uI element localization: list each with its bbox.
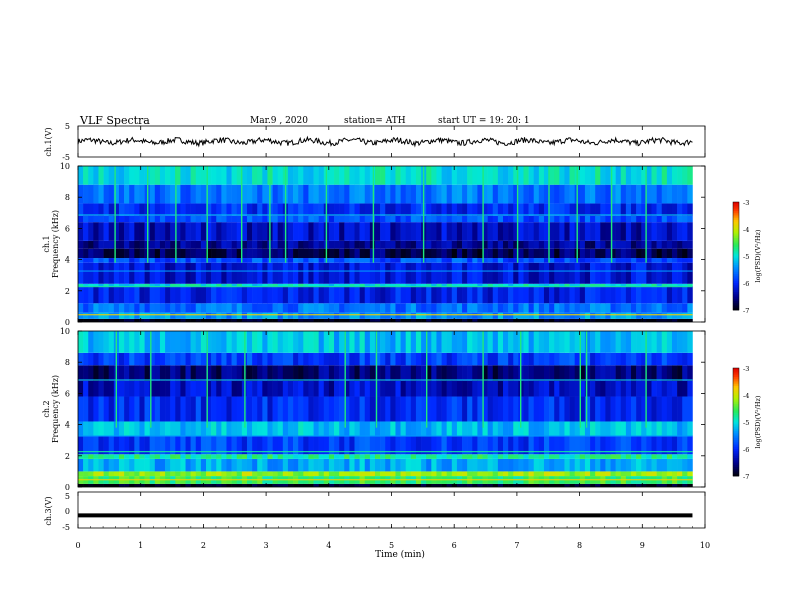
x-tick-label: 7 xyxy=(514,541,519,550)
spec1-ytick: 4 xyxy=(65,256,70,265)
cb1-tick: -7 xyxy=(743,307,749,315)
ch1-waveform-panel: 5 -5 ch.1(V) xyxy=(44,122,706,162)
spec1-ytick: 10 xyxy=(60,162,70,171)
x-tick-label: 8 xyxy=(577,541,582,550)
ch1-ytick-bottom: -5 xyxy=(62,153,70,162)
x-tick-label: 10 xyxy=(700,541,710,550)
cb2-label: log(PSD)(V²/Hz) xyxy=(754,395,762,448)
cb1-label: log(PSD)(V²/Hz) xyxy=(754,229,762,282)
x-tick-label: 2 xyxy=(201,541,206,550)
figure-title: VLF Spectra xyxy=(79,114,150,127)
cb1-tick: -3 xyxy=(743,199,749,207)
ch3-ytick-top: 5 xyxy=(65,492,70,501)
ch1-spec-ylabel-line2: Frequency (kHz) xyxy=(51,210,60,278)
spec2-ytick: 0 xyxy=(65,483,70,492)
spec2-ytick: 6 xyxy=(65,389,70,398)
spec2-ytick: 2 xyxy=(65,452,70,461)
x-axis: 0 1 2 3 4 5 6 7 8 9 10 xyxy=(75,126,710,550)
cb2-tick: -3 xyxy=(743,365,749,373)
date-label: Mar.9 , 2020 xyxy=(250,116,308,126)
ch1-waveform-line xyxy=(77,135,693,148)
spec2-ytick: 8 xyxy=(65,358,70,367)
cb1-tick: -5 xyxy=(743,253,749,261)
station-label: station= ATH xyxy=(344,116,406,126)
cb1-tick: -4 xyxy=(743,226,749,234)
ch1-spectrogram-image xyxy=(78,166,705,322)
spec1-ytick: 8 xyxy=(65,193,70,202)
x-tick-label: 6 xyxy=(452,541,457,550)
ch1-spectrogram-panel: 0 2 4 6 8 10 ch.1 Frequency (kHz) xyxy=(42,162,706,327)
x-tick-label: 9 xyxy=(640,541,645,550)
ch2-spectrogram-image xyxy=(78,331,705,487)
cb2-tick: -7 xyxy=(743,473,749,481)
x-tick-label: 3 xyxy=(264,541,269,550)
ch1-waveform-ylabel: ch.1(V) xyxy=(44,127,53,156)
ch3-ytick-bottom: -5 xyxy=(62,523,70,532)
x-tick-label: 0 xyxy=(75,541,80,550)
cb2-tick: -6 xyxy=(743,446,749,454)
ch1-spec-ylabel-line1: ch.1 xyxy=(42,235,51,252)
ch2-spec-ylabel-line1: ch.2 xyxy=(42,400,51,417)
ch3-waveform-ylabel: ch.3(V) xyxy=(44,496,53,525)
x-tick-label: 5 xyxy=(389,541,394,550)
spec1-ytick: 6 xyxy=(65,224,70,233)
ch1-colorbar: -3 -4 -5 -6 -7 log(PSD)(V²/Hz) xyxy=(732,199,762,315)
start-time-label: start UT = 19: 20: 1 xyxy=(438,116,530,126)
ch2-spectrogram-panel: 0 2 4 6 8 10 ch.2 Frequency (kHz) xyxy=(42,327,706,492)
spec2-ytick: 4 xyxy=(65,421,70,430)
ch3-waveform-panel: 5 0 -5 ch.3(V) xyxy=(44,491,706,532)
x-tick-label: 1 xyxy=(138,541,143,550)
ch3-ytick-mid: 0 xyxy=(65,507,70,516)
cb2-tick: -4 xyxy=(743,392,749,400)
ch2-colorbar: -3 -4 -5 -6 -7 log(PSD)(V²/Hz) xyxy=(732,365,762,481)
spec1-ytick: 0 xyxy=(65,318,70,327)
cb1-tick: -6 xyxy=(743,280,749,288)
spec2-ytick: 10 xyxy=(60,327,70,336)
x-axis-label: Time (min) xyxy=(375,549,425,560)
x-tick-label: 4 xyxy=(326,541,331,550)
ch1-ytick-top: 5 xyxy=(65,122,70,131)
cb2-tick: -5 xyxy=(743,419,749,427)
spec1-ytick: 2 xyxy=(65,287,70,296)
ch2-spec-ylabel-line2: Frequency (kHz) xyxy=(51,375,60,443)
